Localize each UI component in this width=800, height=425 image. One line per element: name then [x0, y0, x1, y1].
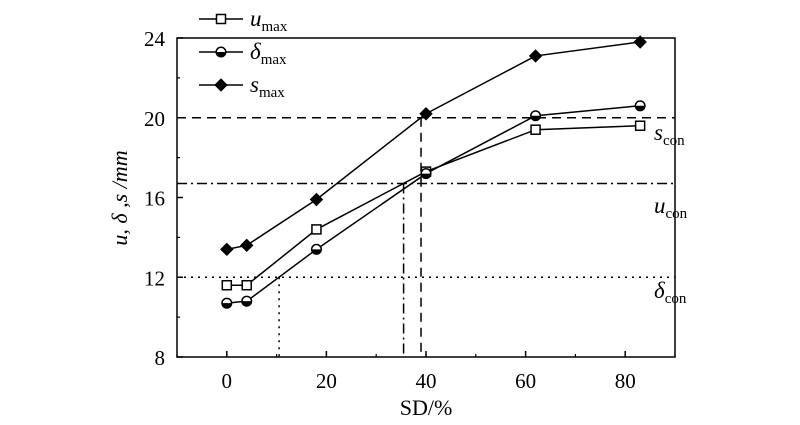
point-u_max — [311, 224, 322, 235]
marker-circle-fill — [635, 105, 645, 111]
point-δ_max — [221, 297, 233, 309]
marker-circle-fill — [216, 52, 226, 57]
marker-diamond — [214, 78, 228, 92]
series-lines — [226, 41, 641, 304]
x-axis-label: SD/% — [400, 395, 453, 420]
y-axis-label: u, δ ,s /mm — [107, 150, 132, 245]
marker-circle-fill — [241, 301, 252, 306]
series-line-u_max — [226, 124, 641, 286]
marker-diamond — [633, 35, 647, 49]
marker-circle-fill — [311, 249, 322, 255]
reference-label-δ_con: δcon — [654, 278, 687, 307]
point-s_max — [220, 242, 234, 257]
marker-diamond — [309, 192, 324, 207]
point-s_max — [528, 49, 543, 63]
y-tick-label: 24 — [144, 27, 166, 51]
point-δ_max — [420, 168, 432, 180]
marker-square — [221, 279, 233, 291]
point-s_max — [419, 107, 433, 121]
y-tick-label: 20 — [144, 107, 165, 131]
series-line-s_max — [226, 41, 641, 251]
point-u_max — [634, 120, 646, 131]
x-tick-label: 40 — [416, 369, 437, 393]
x-tick-label: 0 — [222, 369, 233, 393]
marker-square — [530, 124, 541, 135]
point-δ_max — [310, 243, 322, 255]
marker-square — [634, 120, 646, 131]
x-tick-label: 80 — [615, 369, 636, 393]
y-tick-label: 12 — [144, 266, 165, 290]
point-δ_max — [530, 110, 542, 122]
point-s_max — [633, 35, 647, 49]
reference-labels: scon ucon δcon — [654, 120, 688, 307]
marker-circle-fill — [222, 303, 232, 308]
series-markers — [220, 35, 647, 309]
series-line-δ_max — [226, 105, 641, 304]
marker-diamond — [220, 242, 234, 257]
marker-square — [215, 13, 227, 25]
point-u_max — [221, 279, 233, 291]
reference-label-s_con: scon — [654, 120, 685, 149]
marker-diamond — [419, 107, 433, 121]
reference-lines — [177, 117, 675, 357]
point-δ_max — [241, 295, 253, 307]
point-s_max — [240, 238, 254, 253]
y-tick-label: 16 — [144, 187, 165, 211]
point-δ_max — [634, 100, 646, 112]
x-tick-label: 20 — [316, 369, 337, 393]
legend-label-s_max: smax — [250, 72, 285, 101]
legend-label-δ_max: δmax — [250, 39, 287, 68]
marker-square — [241, 279, 252, 291]
legend-marker-δ_max — [215, 46, 227, 58]
point-u_max — [530, 124, 541, 135]
x-tick-label: 60 — [515, 369, 536, 393]
point-s_max — [309, 192, 324, 207]
marker-square — [311, 224, 322, 235]
reference-label-u_con: ucon — [654, 193, 688, 222]
marker-circle-fill — [530, 115, 541, 121]
y-tick-label: 8 — [155, 346, 166, 370]
marker-circle-fill — [421, 173, 431, 179]
point-u_max — [241, 279, 252, 291]
marker-diamond — [528, 49, 543, 63]
legend-label-u_max: umax — [250, 6, 288, 35]
axis-ticks: 0 20 40 60 80 8 12 16 20 24 — [144, 27, 676, 393]
marker-diamond — [240, 238, 254, 253]
legend-marker-u_max — [215, 13, 227, 25]
legend: umax δmax smax — [199, 6, 288, 101]
legend-marker-s_max — [214, 78, 228, 92]
